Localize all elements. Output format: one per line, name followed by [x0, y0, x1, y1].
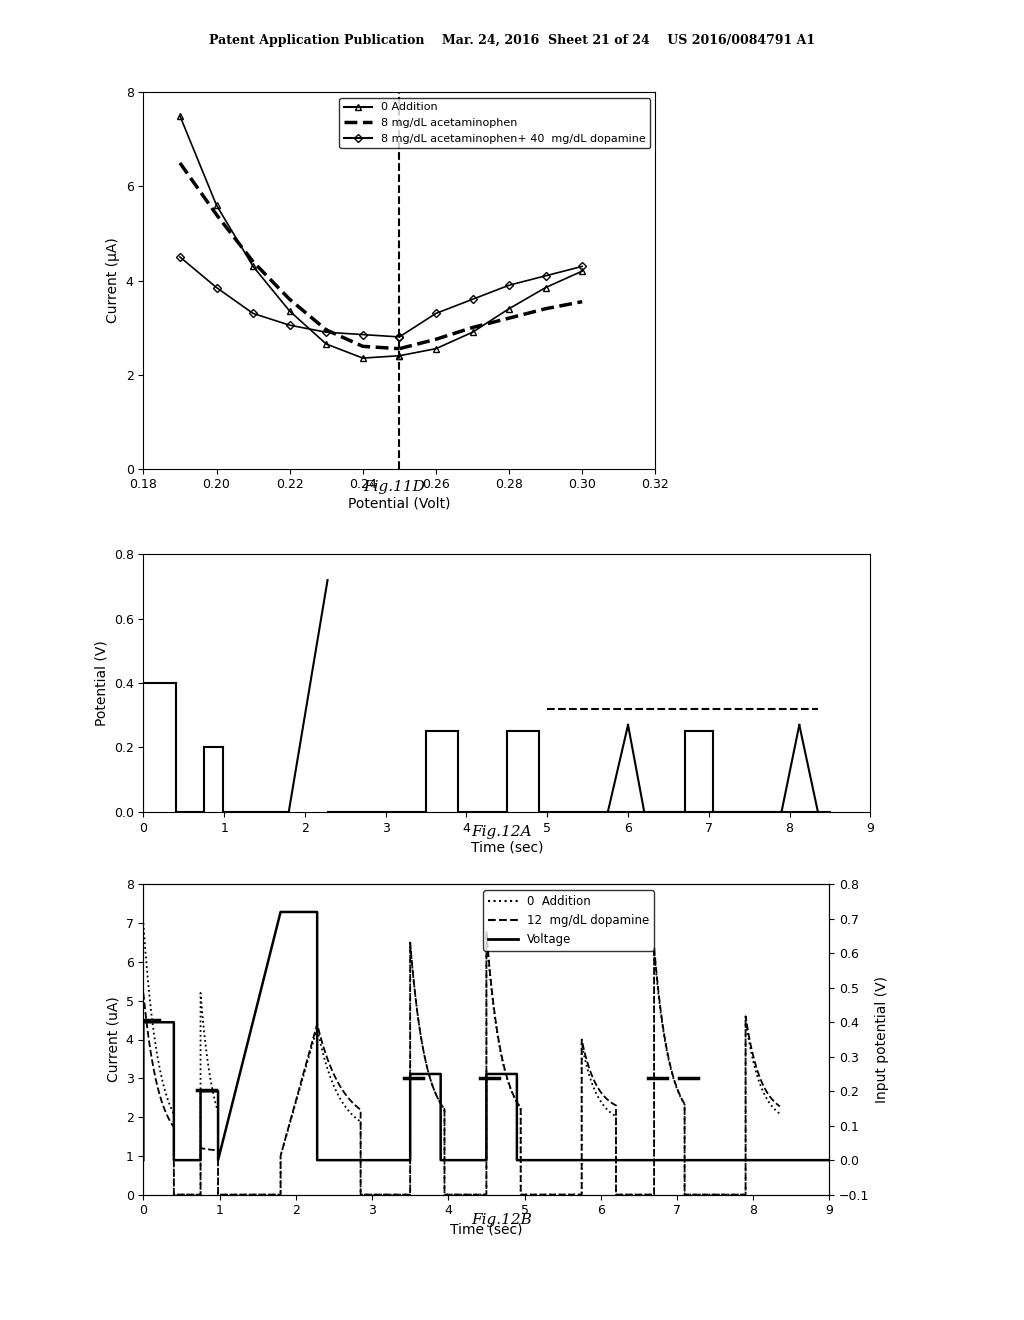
- Text: Patent Application Publication    Mar. 24, 2016  Sheet 21 of 24    US 2016/00847: Patent Application Publication Mar. 24, …: [209, 34, 815, 48]
- Legend: 0  Addition, 12  mg/dL dopamine, Voltage: 0 Addition, 12 mg/dL dopamine, Voltage: [483, 890, 654, 950]
- Text: Fig.12A: Fig.12A: [471, 825, 532, 838]
- X-axis label: Time (sec): Time (sec): [451, 1222, 522, 1237]
- Legend: 0 Addition, 8 mg/dL acetaminophen, 8 mg/dL acetaminophen+ 40  mg/dL dopamine: 0 Addition, 8 mg/dL acetaminophen, 8 mg/…: [340, 98, 650, 148]
- Text: Fig.12B: Fig.12B: [471, 1213, 532, 1226]
- X-axis label: Time (sec): Time (sec): [471, 840, 543, 854]
- Y-axis label: Potential (V): Potential (V): [94, 640, 109, 726]
- Y-axis label: Current (uA): Current (uA): [106, 997, 120, 1082]
- X-axis label: Potential (Volt): Potential (Volt): [348, 496, 451, 511]
- Y-axis label: Input potential (V): Input potential (V): [876, 975, 889, 1104]
- Text: Fig.11D: Fig.11D: [364, 480, 425, 494]
- Y-axis label: Current (μA): Current (μA): [106, 238, 120, 323]
